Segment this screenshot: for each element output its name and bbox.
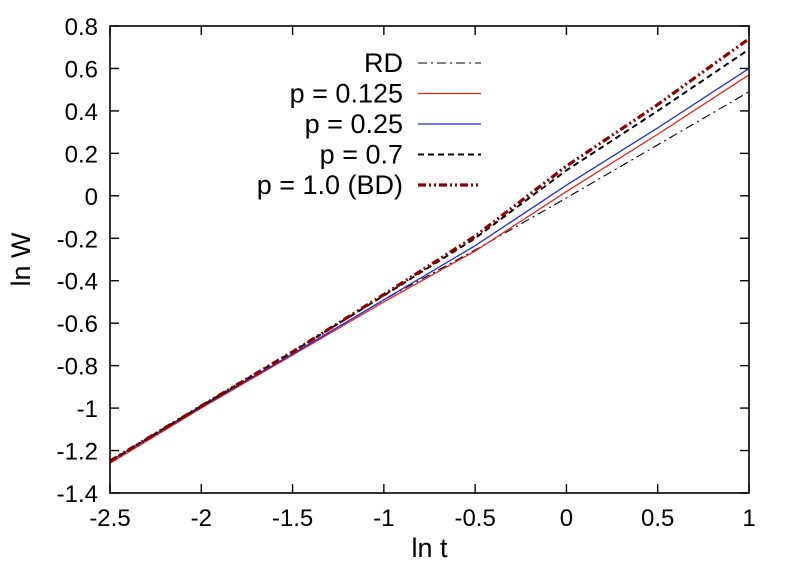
y-tick-label: -1.4 [57, 481, 98, 508]
y-tick-label: -1.2 [57, 439, 98, 466]
series-line-0 [109, 91, 750, 462]
legend-label: p = 0.25 [305, 109, 403, 139]
series-line-3 [109, 48, 750, 463]
x-tick-label: 0 [560, 505, 573, 532]
legend-label: p = 0.7 [320, 140, 403, 170]
x-tick-label: -1 [373, 505, 394, 532]
y-tick-label: 0.6 [65, 56, 98, 83]
y-tick-label: 0.8 [65, 14, 98, 41]
x-tick-label: -1.5 [272, 505, 313, 532]
legend-label: p = 1.0 (BD) [257, 170, 403, 200]
series-layer [109, 37, 750, 464]
y-tick-label: -0.8 [57, 354, 98, 381]
y-tick-label: -0.2 [57, 226, 98, 253]
x-tick-label: -0.5 [454, 505, 495, 532]
series-line-2 [109, 67, 750, 462]
x-tick-label: 1 [742, 505, 755, 532]
y-tick-label: -0.4 [57, 269, 98, 296]
series-line-4 [109, 37, 750, 463]
plot-frame [109, 25, 750, 494]
y-tick-label: 0.2 [65, 141, 98, 168]
ticks-layer: -2.5 -2 -1.5 -1 -0.5 0 0.5 1 -1.4 -1.2 -1 -0.8 -0.6 -… [57, 14, 756, 532]
series-line-1 [109, 74, 750, 464]
legend-label: p = 0.125 [290, 79, 403, 109]
x-tick-label: -2.5 [89, 505, 130, 532]
y-tick-label: -0.6 [57, 311, 98, 338]
y-tick-label: 0 [85, 184, 98, 211]
x-tick-label: -2 [191, 505, 212, 532]
y-tick-label: -1 [77, 396, 98, 423]
x-axis-title: ln t [411, 533, 448, 563]
legend-label: RD [364, 48, 403, 78]
y-axis-title: ln W [6, 232, 36, 287]
y-tick-label: 0.4 [65, 99, 98, 126]
x-tick-label: 0.5 [641, 505, 674, 532]
